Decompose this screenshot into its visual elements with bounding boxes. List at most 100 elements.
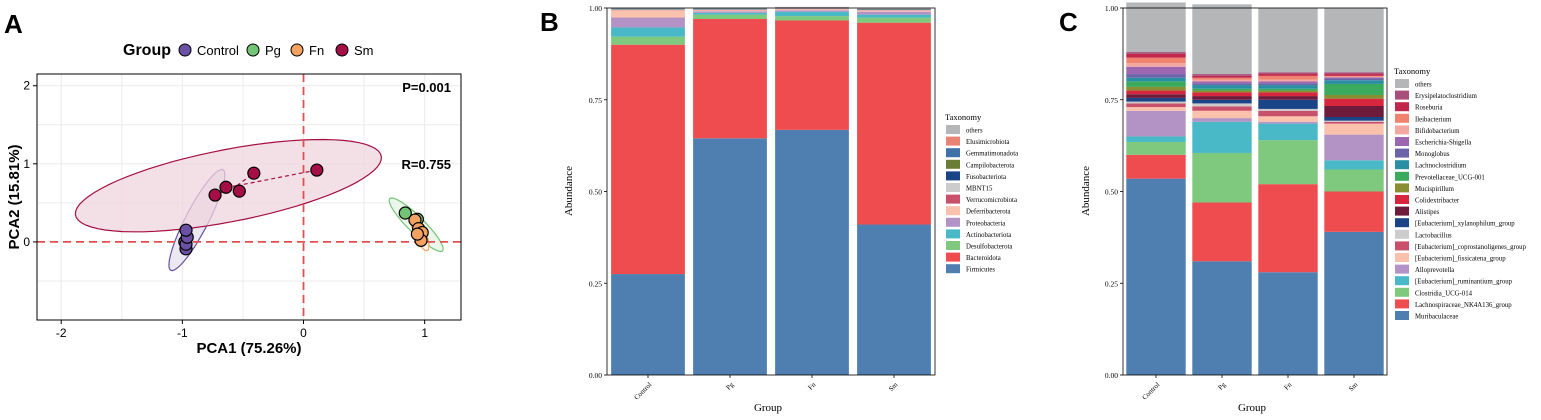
phylum-bar-fn-firmicutes	[775, 129, 849, 375]
point-pg	[398, 206, 412, 220]
genus-bar-fn-roseburia	[1258, 74, 1318, 76]
genus-bar-sm-eubacterium-ruminantium-group	[1324, 160, 1384, 170]
genus-bar-sm-lachnospiraceae-nk4a136-group	[1324, 191, 1384, 232]
phylum-legend-swatch-verrucomicrobiota	[946, 194, 960, 204]
genus-legend-swatch-lachnospiraceae-nk4a136-group	[1395, 299, 1409, 309]
x-tick-label: 0	[300, 326, 307, 340]
genus-bar-control-clostridia-ucg-014	[1126, 141, 1186, 155]
genus-bar-control-bifidobacterium	[1126, 63, 1186, 67]
genus-legend-label-alloprevotella: Alloprevotella	[1415, 267, 1454, 274]
phylum-x-tick-label: Pg	[725, 380, 736, 391]
genus-frame	[1122, 7, 1388, 376]
genus-legend-label-ileibacterium: Ileibacterium	[1415, 116, 1452, 123]
phylum-bar-sm-bacteroidota	[857, 22, 931, 225]
x-tick-label: -1	[177, 326, 188, 340]
genus-bar-control-eubacterium-xylanophilum-group	[1126, 97, 1186, 102]
genus-bar-pg-eubacterium-ruminantium-group	[1192, 121, 1252, 153]
phylum-bar-fn-bacteroidota	[775, 20, 849, 130]
phylum-xlabel: Group	[754, 402, 783, 414]
genus-bar-pg-mucispirillum	[1192, 90, 1252, 93]
genus-bar-sm-eubacterium-xylanophilum-group	[1324, 116, 1384, 121]
genus-bar-control-alistipes	[1126, 94, 1186, 98]
phylum-bar-pg-proteobacteria	[693, 11, 767, 13]
genus-bar-fn-colidextribacter	[1258, 92, 1318, 97]
genus-legend-label-eubacterium-ruminantium-group: [Eubacterium]_ruminantium_group	[1415, 279, 1513, 286]
genus-legend-swatch-colidextribacter	[1395, 195, 1409, 204]
genus-bar-control-eubacterium-fissicatena-group	[1126, 107, 1186, 111]
phylum-legend-swatch-mbnt15	[946, 183, 960, 192]
phylum-bar-sm-firmicutes	[857, 224, 931, 375]
genus-bar-control-prevotellaceae-ucg-001	[1126, 81, 1186, 87]
genus-bar-pg-alistipes	[1192, 96, 1252, 100]
genus-bar-fn-eubacterium-fissicatena-group	[1258, 116, 1318, 122]
genus-bar-sm-eubacterium-coprostanoligenes-group	[1324, 121, 1384, 124]
phylum-bar-fn-deferribacterota	[775, 9, 849, 11]
genus-bar-pg-lachnoclostridium	[1192, 85, 1252, 89]
phylum-legend-label-desulfobacterota: Desulfobacterota	[966, 244, 1012, 251]
genus-bar-fn-monoglobus	[1258, 83, 1318, 86]
phylum-legend-swatch-bacteroidota	[946, 252, 960, 262]
genus-bar-control-lactobacillus	[1126, 101, 1186, 104]
genus-legend-swatch-erysipelatoclostridium	[1395, 90, 1409, 100]
phylum-y-tick-label: 0.75	[589, 96, 602, 105]
genus-legend-label-alistipes: Alistipes	[1415, 209, 1440, 216]
phylum-legend-swatch-elusimicrobiota	[946, 136, 960, 146]
genus-legend-swatch-roseburia	[1395, 102, 1409, 112]
phylum-panel: Control Pg Fn Sm0.000.250.500.751.00 Group …	[563, 4, 1018, 414]
genus-legend-label-roseburia: Roseburia	[1415, 105, 1443, 112]
phylum-bar-control-bacteroidota	[611, 44, 685, 275]
genus-y-tick-label: 0.75	[1105, 96, 1118, 105]
phylum-legend-swatch-deferribacterota	[946, 206, 960, 216]
genus-bar-control-lachnospiraceae-nk4a136-group	[1126, 154, 1186, 179]
genus-bar-fn-lactobacillus	[1258, 108, 1318, 111]
genus-legend-label-lactobacillus: Lactobacillus	[1415, 232, 1452, 239]
phylum-legend-title: Taxonomy	[945, 112, 982, 122]
genus-legend-label-eubacterium-xylanophilum-group: [Eubacterium]_xylanophilum_group	[1415, 221, 1515, 228]
pca-legend-title: Group	[123, 42, 171, 59]
phylum-legend-label-fusobacteriota: Fusobacteriota	[966, 174, 1006, 181]
genus-legend-label-escherichia-shigella: Escherichia-Shigella	[1415, 140, 1471, 147]
phylum-bar-control-firmicutes	[611, 274, 685, 375]
genus-y-tick-label: 0.50	[1105, 188, 1118, 197]
genus-bar-pg-monoglobus	[1192, 83, 1252, 86]
phylum-bar-sm-deferribacterota	[857, 10, 931, 12]
genus-bar-fn-eubacterium-coprostanoligenes-group	[1258, 110, 1318, 117]
phylum-bar-fn-desulfobacterota	[775, 16, 849, 21]
legend-label-fn: Fn	[309, 43, 324, 58]
genus-bar-fn-erysipelatoclostridium	[1258, 72, 1318, 75]
genus-bar-fn-mucispirillum	[1258, 90, 1318, 93]
genus-bar-sm-eubacterium-fissicatena-group	[1324, 123, 1384, 135]
phylum-legend-swatch-campilobacterota	[946, 159, 960, 169]
phylum-legend-label-actinobacteriota: Actinobacteriota	[966, 232, 1011, 239]
genus-x-tick-label: Fn	[1283, 380, 1294, 391]
phylum-legend-label-proteobacteria: Proteobacteria	[966, 220, 1005, 227]
genus-bar-pg-colidextribacter	[1192, 92, 1252, 97]
phylum-legend-swatch-gemmatimonadota	[946, 148, 960, 158]
genus-bar-fn-ileibacterium	[1258, 75, 1318, 80]
genus-bar-sm-bifidobacterium	[1324, 76, 1384, 78]
phylum-legend-swatch-fusobacteriota	[946, 171, 960, 181]
genus-bar-pg-eubacterium-fissicatena-group	[1192, 110, 1252, 119]
genus-bar-fn-others	[1258, 8, 1318, 73]
genus-y-tick-label: 1.00	[1105, 4, 1118, 13]
phylum-bar-pg-desulfobacterota	[693, 14, 767, 20]
phylum-bar-control-proteobacteria	[611, 17, 685, 28]
x-tick-label: -2	[56, 326, 67, 340]
legend-label-sm: Sm	[354, 43, 374, 58]
genus-bar-fn-clostridia-ucg-014	[1258, 140, 1318, 185]
legend-label-control: Control	[197, 43, 239, 58]
phylum-x-tick-label: Control	[633, 381, 654, 402]
genus-bar-control-roseburia	[1126, 53, 1186, 58]
genus-bar-control-erysipelatoclostridium	[1126, 52, 1186, 54]
genus-bar-pg-clostridia-ucg-014	[1192, 152, 1252, 203]
annotation-r-value: R=0.755	[401, 157, 451, 172]
phylum-y-tick-label: 0.50	[589, 188, 602, 197]
pca-legend: Group Control Pg Fn Sm	[123, 42, 374, 59]
genus-y-tick-label: 0.25	[1105, 279, 1118, 288]
genus-legend-swatch-monoglobus	[1395, 148, 1409, 158]
phylum-legend-label-campilobacterota: Campilobacterota	[966, 162, 1014, 169]
phylum-legend-swatch-desulfobacterota	[946, 241, 960, 250]
point-sm	[247, 166, 261, 180]
genus-bar-control-lachnoclostridium	[1126, 77, 1186, 82]
genus-xlabel: Group	[1238, 402, 1267, 414]
